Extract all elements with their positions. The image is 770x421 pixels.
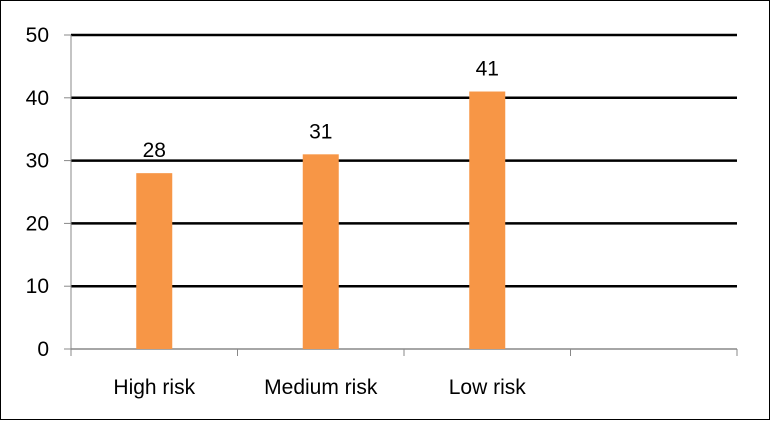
y-tick-label-0: 0 [37, 338, 49, 361]
data-label-0: 28 [143, 139, 166, 162]
y-tick-label-50: 50 [26, 24, 49, 47]
bar-1 [302, 154, 339, 349]
bars [136, 91, 506, 350]
y-tick-labels: 0 10 20 30 40 50 [26, 24, 49, 361]
y-tick-label-10: 10 [26, 275, 49, 298]
data-label-2: 41 [476, 58, 499, 81]
x-category-label-1: Medium risk [264, 376, 378, 399]
data-label-1: 31 [309, 120, 332, 143]
x-category-label-0: High risk [113, 376, 195, 399]
x-category-labels: High risk Medium risk Low risk [113, 376, 526, 399]
y-tick-label-40: 40 [26, 87, 49, 110]
gridlines [71, 33, 737, 288]
bar-0 [136, 173, 173, 349]
bar-2 [469, 91, 506, 350]
x-category-label-2: Low risk [449, 376, 527, 399]
y-tick-label-20: 20 [26, 212, 49, 235]
y-tick-label-30: 30 [26, 150, 49, 173]
axes [64, 34, 738, 356]
data-labels: 28 31 41 [143, 58, 499, 163]
